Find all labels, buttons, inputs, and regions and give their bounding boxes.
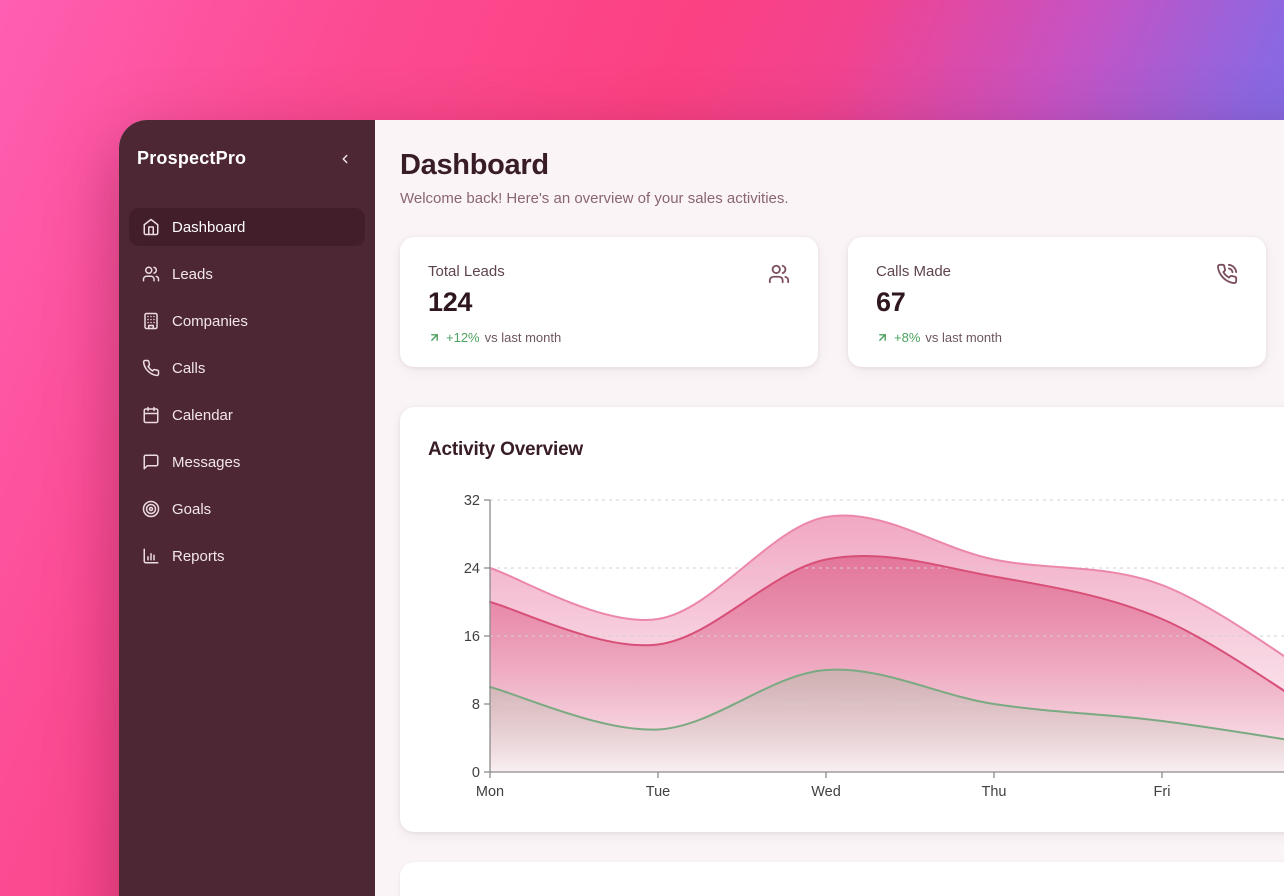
phone-icon: [142, 359, 160, 377]
stat-value: 67: [876, 287, 906, 318]
stat-label: Calls Made: [876, 263, 952, 281]
trend-up-icon: [431, 334, 438, 342]
y-tick-label: 16: [464, 629, 480, 645]
users-icon: [768, 263, 790, 290]
sidebar-item-leads[interactable]: Leads: [129, 255, 365, 293]
sidebar-item-companies[interactable]: Companies: [129, 302, 365, 340]
calendar-icon: [143, 406, 159, 424]
sidebar-item-label: Dashboard: [172, 218, 246, 236]
y-tick-label: 8: [472, 697, 480, 713]
bar-chart-icon: [143, 548, 159, 564]
x-tick-label: Mon: [476, 784, 504, 800]
stat-label: Total Leads: [428, 263, 505, 281]
trend-percent: +8%: [894, 330, 921, 346]
sidebar-item-label: Calendar: [172, 406, 233, 424]
stats-row: Total Leads 124 +12% vs last month Calls…: [400, 237, 1284, 368]
line-series-dark-pink-area: [489, 555, 1284, 693]
sidebar-item-goals[interactable]: Goals: [129, 490, 365, 528]
activity-overview-card: Activity Overview 0 8 16 24 32 Mon Tue Wed Thu Fr…: [400, 407, 1284, 833]
sidebar-item-calendar[interactable]: Calendar: [129, 396, 365, 434]
x-tick-label: Thu: [982, 784, 1007, 800]
sidebar-item-messages[interactable]: Messages: [129, 443, 365, 481]
page-title: Dashboard: [400, 149, 549, 181]
stat-trend: +12% vs last month: [428, 330, 790, 345]
phone-call-icon: [1216, 263, 1238, 290]
trend-suffix: vs last month: [484, 330, 562, 346]
sidebar-item-label: Messages: [172, 453, 241, 471]
sidebar-header: ProspectPro: [129, 148, 365, 169]
trend-percent: +12%: [446, 330, 480, 346]
line-series-light-pink-area: [489, 515, 1284, 658]
target-icon: [142, 500, 160, 518]
stat-value: 124: [428, 287, 473, 318]
activity-area-chart: 08162432MonTueWedThuFriSat: [464, 493, 1284, 800]
y-tick-label: 0: [472, 765, 480, 781]
x-tick-label: Wed: [811, 784, 841, 800]
y-tick-label: 24: [464, 561, 480, 577]
stat-card-calls-made: Calls Made 67 +8% vs last month: [848, 237, 1266, 368]
area-series-green-area: [490, 670, 1284, 773]
sidebar-item-label: Leads: [172, 265, 213, 283]
sidebar-item-label: Companies: [172, 312, 248, 330]
chevron-left-icon: [342, 154, 348, 163]
stat-trend: +8% vs last month: [876, 330, 1238, 345]
sidebar-nav: Dashboard Leads Companies Calls Calendar: [129, 208, 365, 575]
trend-up-icon: [879, 334, 886, 342]
message-square-icon: [143, 454, 159, 470]
line-series-green-area: [489, 669, 1284, 741]
home-icon: [143, 218, 159, 236]
sidebar-item-label: Goals: [172, 500, 212, 518]
chart-title: Activity Overview: [428, 439, 584, 461]
trend-suffix: vs last month: [925, 330, 1002, 346]
y-tick-label: 32: [464, 493, 480, 509]
sidebar-collapse-button[interactable]: [335, 149, 355, 169]
building-icon: [144, 312, 158, 330]
main-content: Dashboard Welcome back! Here's an overvi…: [375, 120, 1284, 896]
app-brand: ProspectPro: [137, 148, 247, 168]
x-tick-label: Tue: [646, 784, 670, 800]
sidebar-item-reports[interactable]: Reports: [129, 537, 365, 575]
users-icon: [142, 266, 160, 282]
sidebar: ProspectPro Dashboard Leads Companies: [119, 120, 375, 896]
partial-bottom-card: [400, 862, 1284, 896]
app-window: ProspectPro Dashboard Leads Companies: [119, 120, 1284, 896]
sidebar-item-label: Calls: [172, 359, 206, 377]
sidebar-item-label: Reports: [172, 547, 225, 565]
sidebar-item-dashboard[interactable]: Dashboard: [129, 208, 365, 246]
sidebar-item-calls[interactable]: Calls: [129, 349, 365, 387]
stat-card-total-leads: Total Leads 124 +12% vs last month: [400, 237, 818, 368]
page-subtitle: Welcome back! Here's an overview of your…: [400, 190, 789, 208]
x-tick-label: Fri: [1154, 784, 1171, 800]
